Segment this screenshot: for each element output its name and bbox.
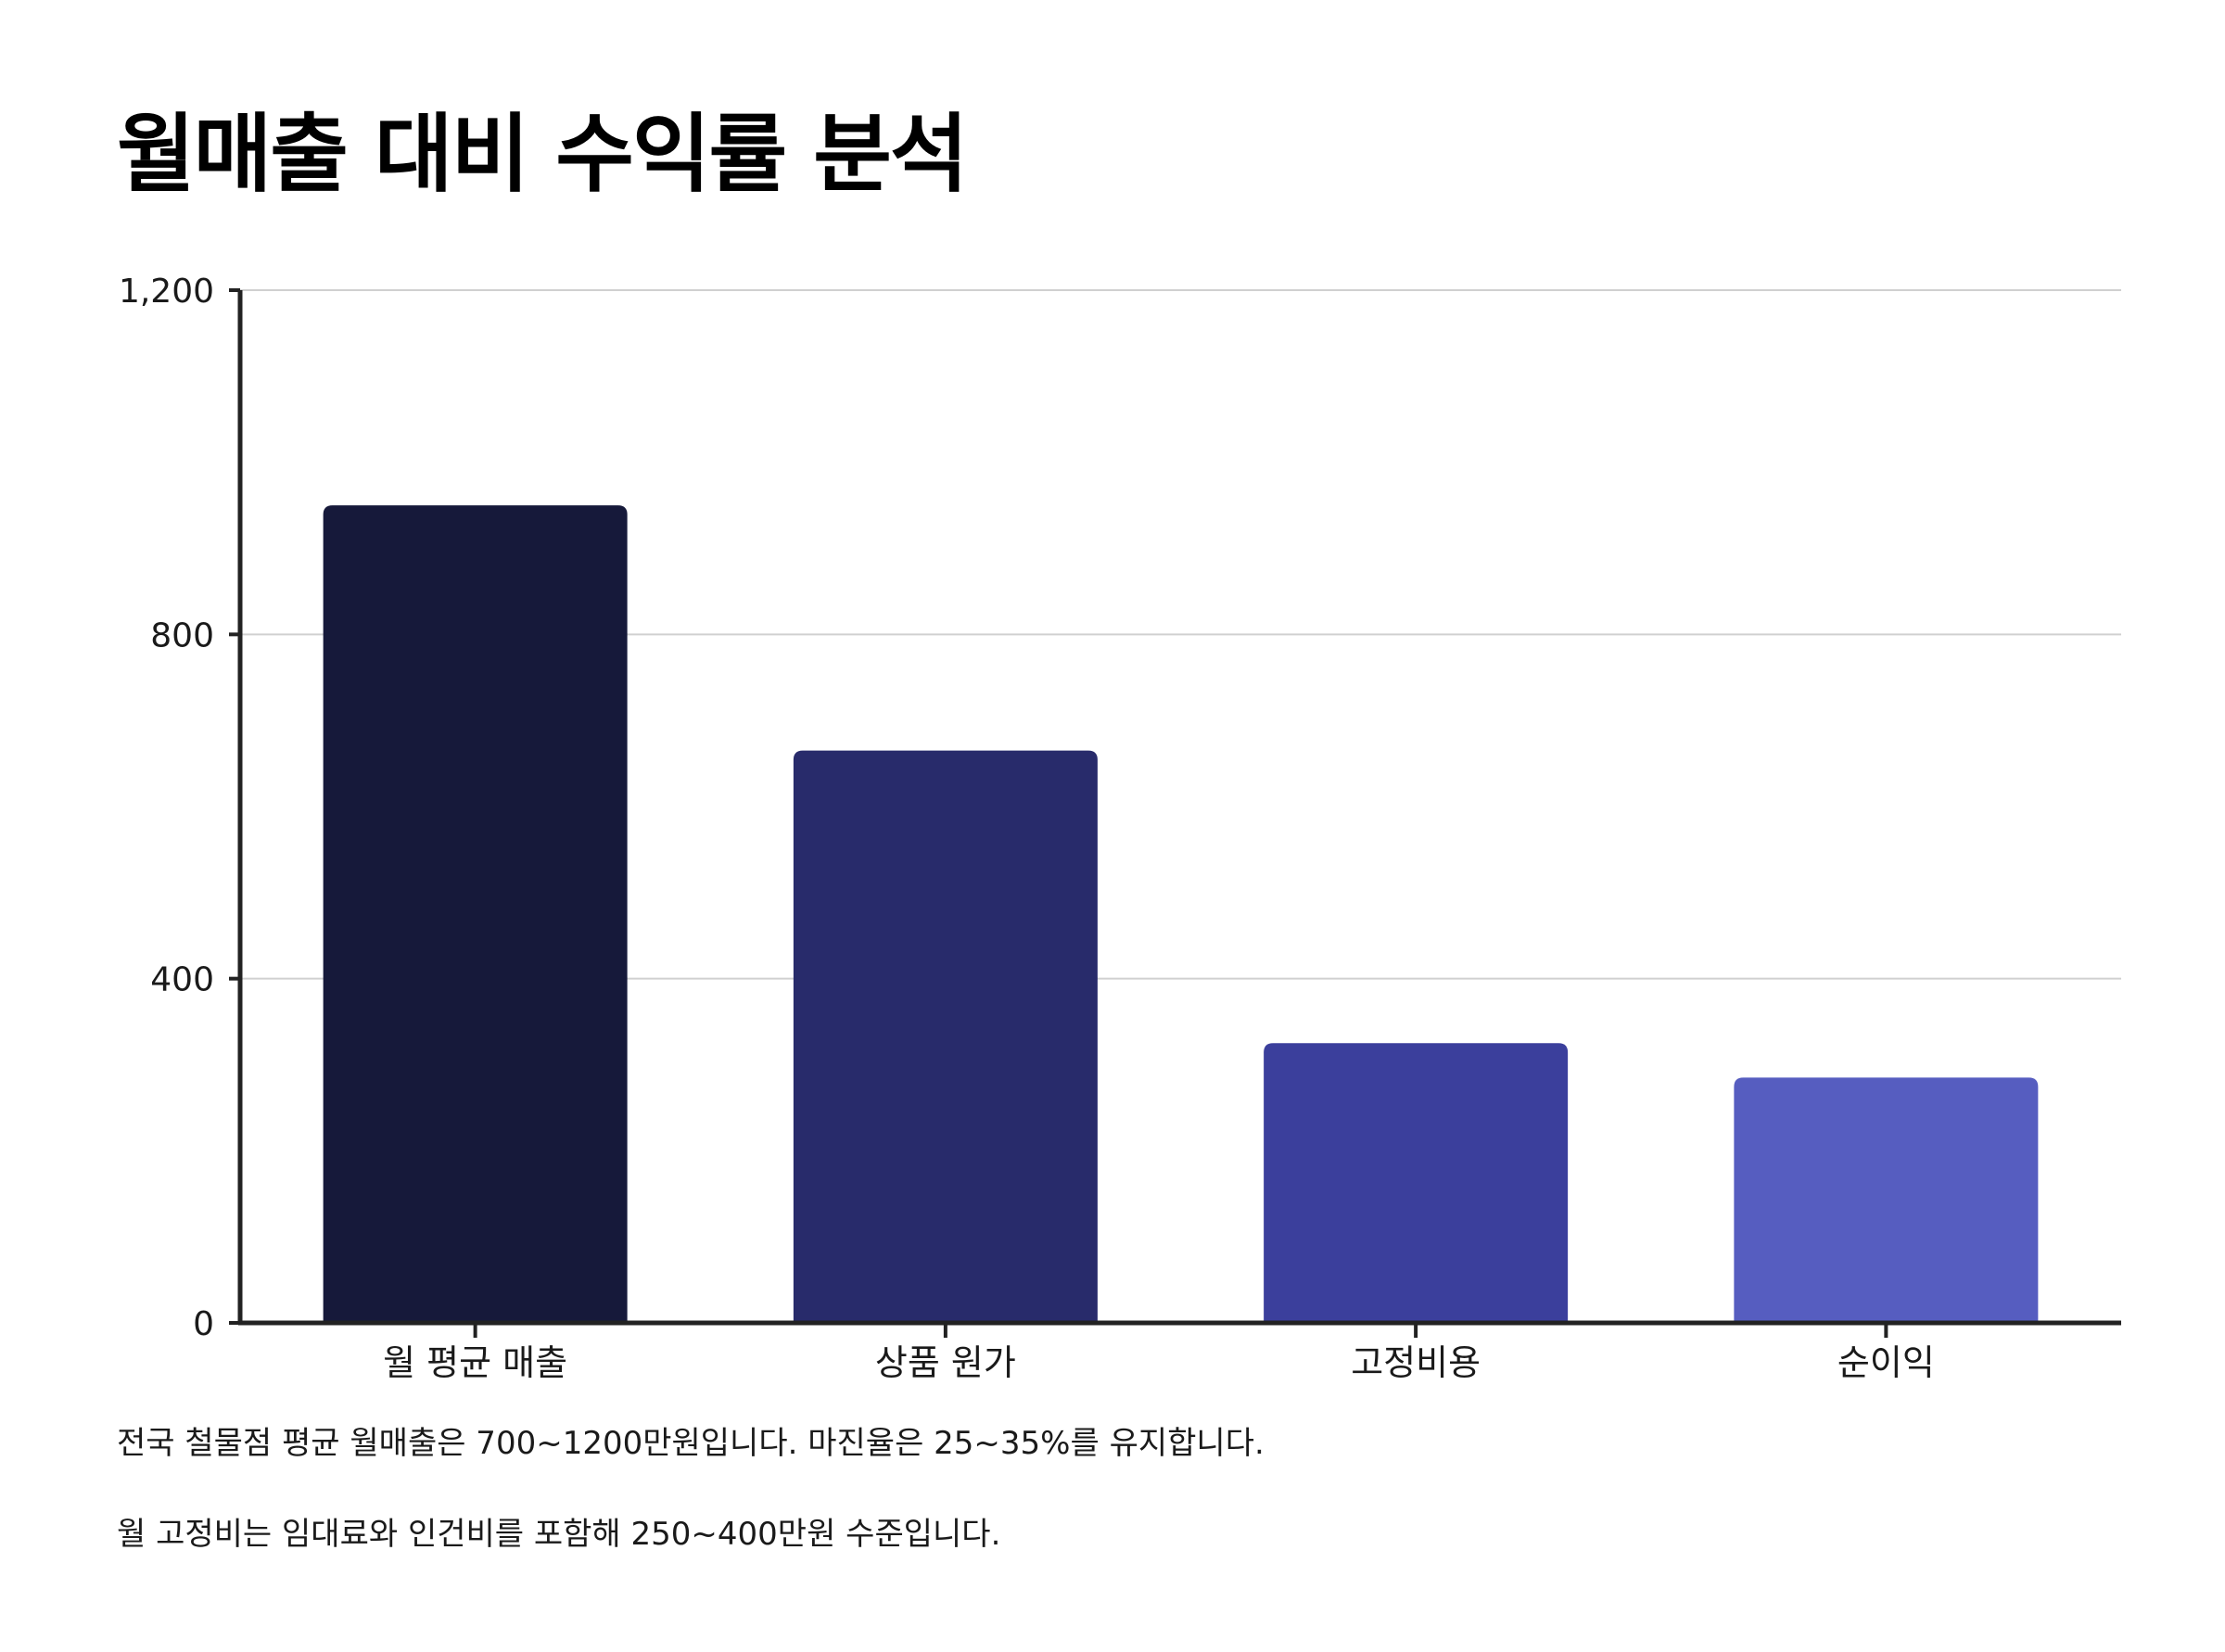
y-tick-label-0: 0 <box>193 1305 214 1343</box>
page-title: 월매출 대비 수익률 분석 <box>117 105 968 204</box>
y-tick-label-800: 800 <box>150 616 214 654</box>
bar-4 <box>1734 1077 2039 1323</box>
x-tick-label-2: 상품 원가 <box>875 1342 1016 1383</box>
bar-3 <box>1264 1043 1569 1323</box>
bar-2 <box>793 750 1098 1323</box>
bars <box>323 505 2039 1323</box>
note-sales-margin: 전국 철물점 평균 월매출은 700~1200만원입니다. 마진율은 25~35… <box>117 1425 1265 1462</box>
y-tick-label-400: 400 <box>150 961 214 999</box>
axes <box>229 288 2121 1338</box>
note-fixed-costs: 월 고정비는 임대료와 인건비를 포함해 250~400만원 수준입니다. <box>117 1516 1001 1553</box>
x-tick-label-4: 순이익 <box>1837 1342 1935 1383</box>
x-tick-label-3: 고정비용 <box>1351 1342 1481 1383</box>
y-tick-label-1200: 1,200 <box>119 273 214 311</box>
x-tick-label-1: 월 평균 매출 <box>383 1342 567 1383</box>
bar-1 <box>323 505 628 1323</box>
chart-notes: 전국 철물점 평균 월매출은 700~1200만원입니다. 마진율은 25~35… <box>117 1424 2110 1554</box>
axis-labels: 0 400 800 1,200 월 평균 매출 상품 원가 고정비용 순이익 <box>119 273 1935 1383</box>
